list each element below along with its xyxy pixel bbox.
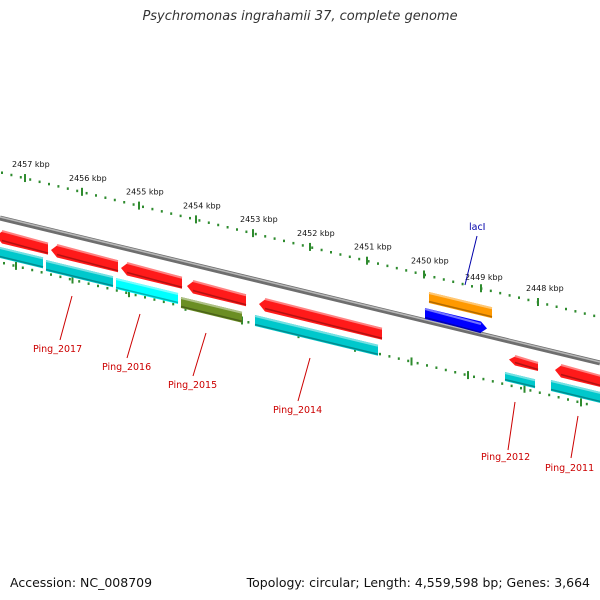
scale-label: 2451 kbp: [354, 243, 392, 252]
gene-label-leader: [59, 295, 73, 341]
gene-ping-2014-arrow[interactable]: [259, 298, 383, 340]
gene-label-leader: [192, 332, 207, 377]
scale-label: 2454 kbp: [183, 201, 221, 210]
outer-scale-labels: 2457 kbp 2456 kbp 2455 kbp 2454 kbp 2453 kbp…: [12, 160, 564, 293]
gene-laci-arrow[interactable]: [424, 308, 487, 334]
accession-text: Accession: NC_008709: [10, 575, 153, 590]
gene-label-leader: [507, 401, 516, 451]
gene-ping-2011-block[interactable]: [550, 380, 600, 404]
gene-label: Ping_2011: [545, 463, 594, 474]
genome-backbone-highlight: [0, 216, 600, 363]
gene-ping-2014-block[interactable]: [254, 315, 379, 356]
gene-label-leader: [464, 235, 478, 286]
gene-ping-2015-arrow[interactable]: [121, 262, 183, 289]
scale-label: 2449 kbp: [465, 273, 503, 282]
gene-ping-2016-block[interactable]: [45, 260, 114, 288]
scale-label: 2457 kbp: [12, 160, 50, 169]
gene-ping-2015-block[interactable]: [180, 297, 243, 323]
gene-laci-orange-block[interactable]: [428, 292, 493, 319]
gene-ping-2016b-block[interactable]: [115, 278, 179, 304]
gene-ping-2017-block[interactable]: [0, 246, 44, 269]
gene-label: Ping_2012: [481, 452, 530, 463]
scale-label: 2450 kbp: [411, 256, 449, 265]
gene-ping-2012-arrow[interactable]: [509, 355, 539, 372]
scale-label: 2448 kbp: [526, 284, 564, 293]
gene-ping-2011-arrow[interactable]: [555, 364, 600, 388]
outer-scale-ticks: [1, 171, 596, 318]
gene-label: lacI: [469, 222, 486, 233]
gene-ping-2015b-arrow[interactable]: [187, 280, 247, 307]
gene-ping-2017-arrow[interactable]: [0, 230, 49, 255]
gene-label: Ping_2016: [102, 362, 151, 373]
gene-label: Ping_2017: [33, 344, 82, 355]
gene-label-leader: [570, 415, 579, 459]
scale-label: 2456 kbp: [69, 174, 107, 183]
gene-label: Ping_2015: [168, 380, 217, 391]
genome-summary-text: Topology: circular; Length: 4,559,598 bp…: [246, 575, 590, 590]
gene-label-leader: [297, 357, 311, 402]
scale-label: 2452 kbp: [297, 229, 335, 238]
scale-label: 2453 kbp: [240, 215, 278, 224]
genome-backbone: [0, 215, 600, 366]
gene-ping-2016-arrow[interactable]: [51, 244, 119, 273]
map-title: Psychromonas ingrahamii 37, complete gen…: [142, 9, 458, 24]
gene-label-leader: [126, 313, 141, 359]
gene-ping-2012-block[interactable]: [504, 372, 536, 389]
scale-label: 2455 kbp: [126, 188, 164, 197]
gene-label: Ping_2014: [273, 405, 322, 416]
